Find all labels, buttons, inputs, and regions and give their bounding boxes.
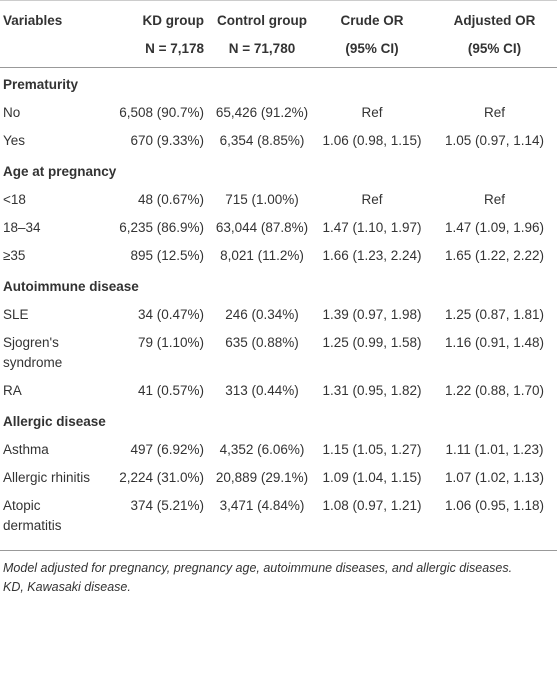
value-cell: 6,354 (8.85%) xyxy=(219,133,305,148)
value-cell: 48 (0.67%) xyxy=(137,192,204,207)
value-cell: 1.15 (1.05, 1.27) xyxy=(322,442,422,457)
data-row: Atopic dermatitis 374 (5.21%) 3,471 (4.84%… xyxy=(0,492,557,540)
value-cell: 65,426 (91.2%) xyxy=(215,105,309,120)
section-title: Autoimmune disease xyxy=(3,279,139,294)
value-cell: 497 (6.92%) xyxy=(130,442,204,457)
row-label: Sjogren's syndrome xyxy=(3,335,63,370)
value-cell: 1.05 (0.97, 1.14) xyxy=(444,133,545,148)
value-cell: Ref xyxy=(361,192,383,207)
value-cell: 1.08 (0.97, 1.21) xyxy=(322,498,422,513)
value-cell: 63,044 (87.8%) xyxy=(215,220,309,235)
value-cell: Ref xyxy=(483,192,505,207)
value-cell: 374 (5.21%) xyxy=(130,498,204,513)
data-row: Sjogren's syndrome 79 (1.10%) 635 (0.88%) 1… xyxy=(0,329,557,377)
section-title: Allergic disease xyxy=(3,414,106,429)
data-row: 18–34 6,235 (86.9%) 63,044 (87.8%) 1.47 (1.… xyxy=(0,214,557,242)
value-cell: 6,235 (86.9%) xyxy=(119,220,204,235)
value-cell: 1.25 (0.87, 1.81) xyxy=(444,307,545,322)
value-cell: 20,889 (29.1%) xyxy=(215,470,309,485)
data-row: Allergic rhinitis 2,224 (31.0%) 20,889 (29… xyxy=(0,464,557,492)
value-cell: 1.25 (0.99, 1.58) xyxy=(322,335,422,350)
table-notes: Model adjusted for pregnancy, pregnancy … xyxy=(0,550,557,605)
note: KD, Kawasaki disease. xyxy=(3,580,131,594)
value-cell: 895 (12.5%) xyxy=(130,248,204,263)
value-cell: 1.16 (0.91, 1.48) xyxy=(444,335,545,350)
note: Model adjusted for pregnancy, pregnancy … xyxy=(3,561,513,575)
value-cell: 3,471 (4.84%) xyxy=(219,498,305,513)
data-table: Variables KD group Control group Crude OR Ad… xyxy=(0,1,557,540)
value-cell: 79 (1.10%) xyxy=(137,335,204,350)
value-cell: 2,224 (31.0%) xyxy=(119,470,204,485)
value-cell: 670 (9.33%) xyxy=(130,133,204,148)
row-label: Allergic rhinitis xyxy=(3,470,91,485)
value-cell: 8,021 (11.2%) xyxy=(220,248,304,263)
value-cell: 1.09 (1.04, 1.15) xyxy=(322,470,422,485)
value-cell: 41 (0.57%) xyxy=(137,383,204,398)
subheader-row: N = 7,178 N = 71,780 (95% CI) (95% CI) xyxy=(0,35,557,68)
table-header: Variables KD group Control group Crude OR Ad… xyxy=(0,1,557,68)
value-cell: 246 (0.34%) xyxy=(225,307,299,322)
value-cell: 635 (0.88%) xyxy=(225,335,299,350)
section-row: Prematurity xyxy=(0,68,557,100)
row-label: ≥35 xyxy=(3,248,26,263)
row-label: <18 xyxy=(3,192,26,207)
row-label: RA xyxy=(3,383,22,398)
empty-cell xyxy=(0,35,95,68)
row-label: Asthma xyxy=(3,442,49,457)
data-row: <18 48 (0.67%) 715 (1.00%) Ref Ref xyxy=(0,186,557,214)
row-label: Yes xyxy=(3,133,26,148)
column-header: Adjusted OR xyxy=(453,13,536,28)
data-row: Asthma 497 (6.92%) 4,352 (6.06%) 1.15 (1.05… xyxy=(0,436,557,464)
row-label: SLE xyxy=(3,307,29,322)
value-cell: 4,352 (6.06%) xyxy=(219,442,305,457)
value-cell: Ref xyxy=(483,105,505,120)
value-cell: 1.47 (1.10, 1.97) xyxy=(322,220,422,235)
value-cell: 715 (1.00%) xyxy=(225,192,299,207)
data-row: SLE 34 (0.47%) 246 (0.34%) 1.39 (0.97, 1.98… xyxy=(0,301,557,329)
column-header: KD group xyxy=(142,13,205,28)
table-body: Prematurity No 6,508 (90.7%) 65,426 (91.2%)… xyxy=(0,68,557,541)
column-subheader: N = 71,780 xyxy=(212,35,312,68)
value-cell: 313 (0.44%) xyxy=(225,383,299,398)
value-cell: 1.22 (0.88, 1.70) xyxy=(444,383,545,398)
data-row: RA 41 (0.57%) 313 (0.44%) 1.31 (0.95, 1.82)… xyxy=(0,377,557,405)
column-header: Variables xyxy=(3,13,63,28)
header-row: Variables KD group Control group Crude OR Ad… xyxy=(0,1,557,35)
section-title: Age at pregnancy xyxy=(3,164,117,179)
value-cell: 6,508 (90.7%) xyxy=(119,105,204,120)
column-header: Crude OR xyxy=(340,13,404,28)
column-subheader: (95% CI) xyxy=(432,35,557,68)
row-label: Atopic dermatitis xyxy=(3,498,62,533)
value-cell: 1.06 (0.95, 1.18) xyxy=(444,498,545,513)
value-cell: 1.66 (1.23, 2.24) xyxy=(322,248,422,263)
value-cell: 1.11 (1.01, 1.23) xyxy=(445,442,544,457)
data-row: No 6,508 (90.7%) 65,426 (91.2%) Ref Ref xyxy=(0,99,557,127)
section-row: Allergic disease xyxy=(0,405,557,436)
value-cell: 1.39 (0.97, 1.98) xyxy=(322,307,422,322)
section-row: Autoimmune disease xyxy=(0,270,557,301)
value-cell: 1.31 (0.95, 1.82) xyxy=(322,383,422,398)
value-cell: Ref xyxy=(361,105,383,120)
section-row: Age at pregnancy xyxy=(0,155,557,186)
row-label: 18–34 xyxy=(3,220,41,235)
data-row: Yes 670 (9.33%) 6,354 (8.85%) 1.06 (0.98, 1… xyxy=(0,127,557,155)
value-cell: 1.65 (1.22, 2.22) xyxy=(444,248,545,263)
data-row: ≥35 895 (12.5%) 8,021 (11.2%) 1.66 (1.23, 2… xyxy=(0,242,557,270)
value-cell: 1.06 (0.98, 1.15) xyxy=(322,133,422,148)
value-cell: 1.07 (1.02, 1.13) xyxy=(444,470,545,485)
value-cell: 1.47 (1.09, 1.96) xyxy=(444,220,545,235)
column-subheader: (95% CI) xyxy=(312,35,432,68)
section-title: Prematurity xyxy=(3,77,79,92)
row-label: No xyxy=(3,105,21,120)
column-subheader: N = 7,178 xyxy=(95,35,212,68)
column-header: Control group xyxy=(217,13,307,28)
value-cell: 34 (0.47%) xyxy=(137,307,204,322)
